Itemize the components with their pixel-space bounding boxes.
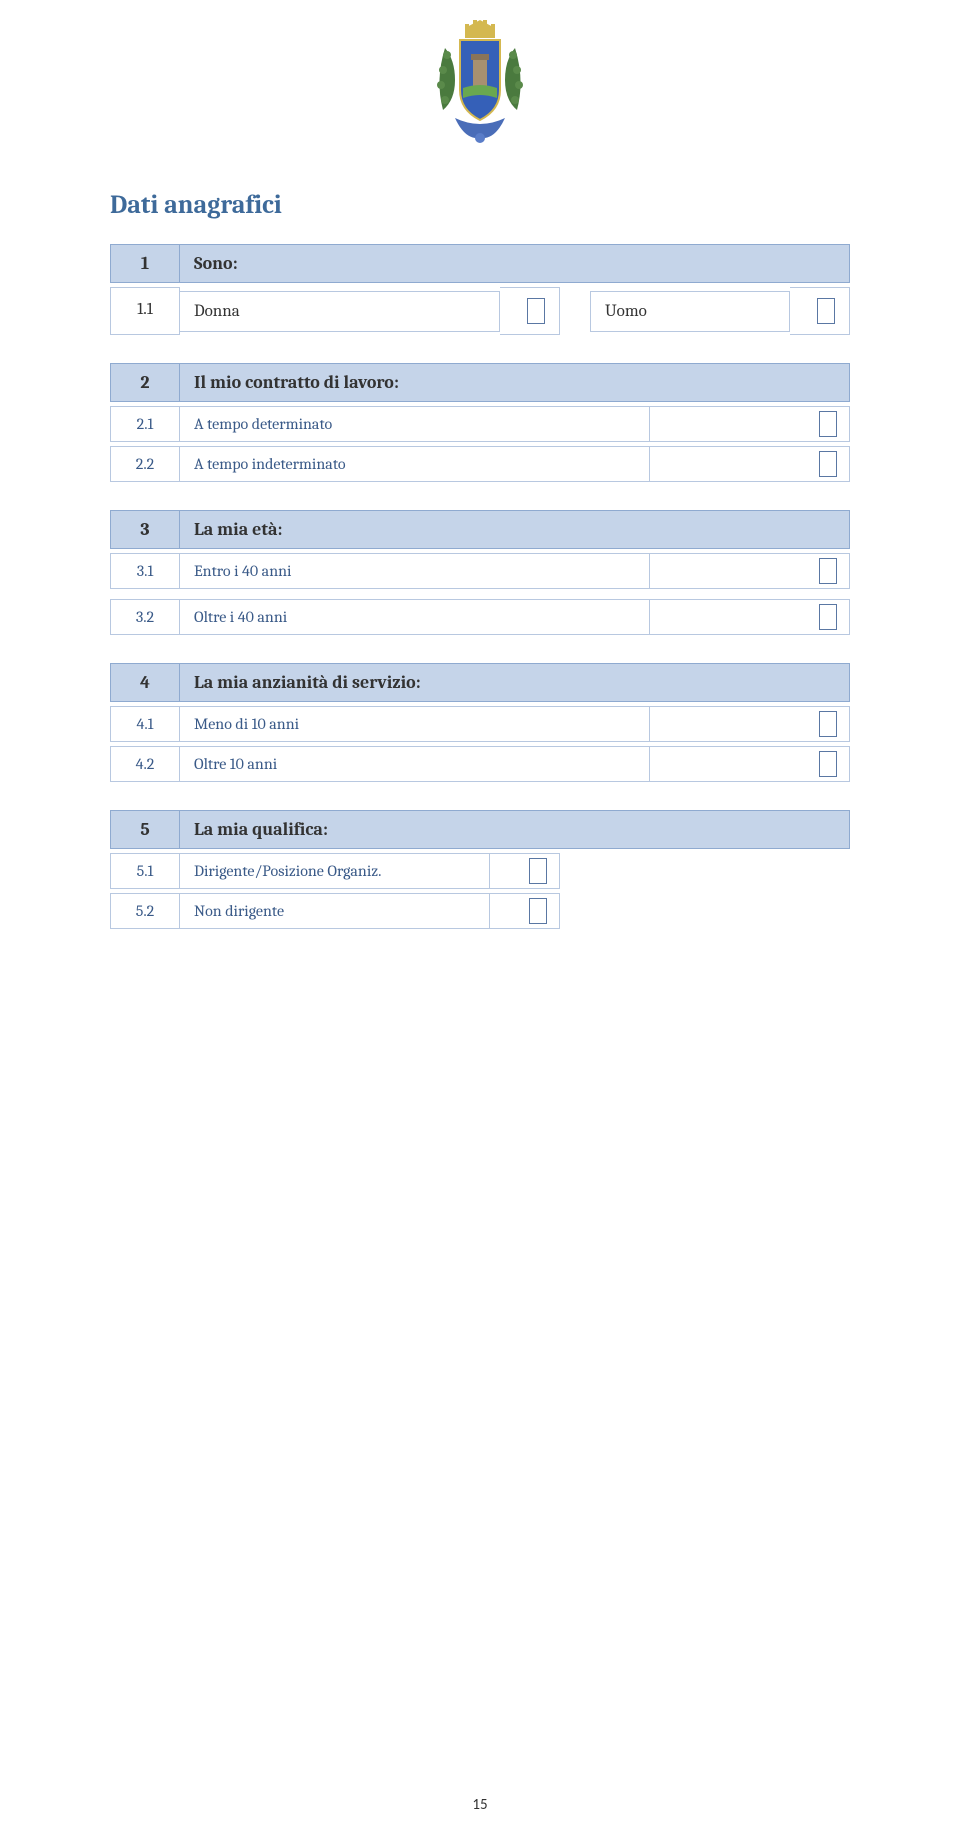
q4-label: La mia anzianità di servizio: — [180, 663, 850, 702]
q2-row2-label: A tempo indeterminato — [180, 446, 650, 482]
q2-label: Il mio contratto di lavoro: — [180, 363, 850, 402]
q5-row1-label: Dirigente/Posizione Organiz. — [180, 853, 490, 889]
q4-row2-check-cell — [650, 746, 850, 782]
q1-label: Sono: — [180, 244, 850, 283]
q5-row2-num: 5.2 — [110, 893, 180, 929]
checkbox-q2-1[interactable] — [819, 411, 837, 437]
q5-label: La mia qualifica: — [180, 810, 850, 849]
q3-row2-label: Oltre i 40 anni — [180, 599, 650, 635]
q3-row2-check-cell — [650, 599, 850, 635]
checkbox-q4-1[interactable] — [819, 711, 837, 737]
question-4: 4 La mia anzianità di servizio: 4.1 Meno… — [110, 663, 850, 782]
q4-num: 4 — [110, 663, 180, 702]
q1-opt2-check-cell — [790, 287, 850, 335]
crest-logo — [425, 10, 535, 154]
question-1: 1 Sono: 1.1 Donna Uomo — [110, 244, 850, 335]
q4-row1-check-cell — [650, 706, 850, 742]
q1-num: 1 — [110, 244, 180, 283]
q4-row-1: 4.1 Meno di 10 anni — [110, 706, 850, 742]
q3-row1-num: 3.1 — [110, 553, 180, 589]
question-5: 5 La mia qualifica: 5.1 Dirigente/Posizi… — [110, 810, 850, 929]
q2-row1-check-cell — [650, 406, 850, 442]
q2-row1-label: A tempo determinato — [180, 406, 650, 442]
checkbox-q3-2[interactable] — [819, 604, 837, 630]
checkbox-q3-1[interactable] — [819, 558, 837, 584]
q1-opt2-label: Uomo — [590, 291, 790, 332]
page-title: Dati anagrafici — [110, 190, 850, 220]
q5-row2-label: Non dirigente — [180, 893, 490, 929]
q2-row-1: 2.1 A tempo determinato — [110, 406, 850, 442]
q3-num: 3 — [110, 510, 180, 549]
q2-row2-check-cell — [650, 446, 850, 482]
q3-row2-num: 3.2 — [110, 599, 180, 635]
checkbox-q5-2[interactable] — [529, 898, 547, 924]
q5-header: 5 La mia qualifica: — [110, 810, 850, 849]
q5-row1-check-cell — [490, 853, 560, 889]
q4-row1-num: 4.1 — [110, 706, 180, 742]
q1-header: 1 Sono: — [110, 244, 850, 283]
q4-row2-num: 4.2 — [110, 746, 180, 782]
q5-num: 5 — [110, 810, 180, 849]
question-3: 3 La mia età: 3.1 Entro i 40 anni 3.2 Ol… — [110, 510, 850, 635]
checkbox-q2-2[interactable] — [819, 451, 837, 477]
q2-num: 2 — [110, 363, 180, 402]
q1-opt1-label: Donna — [180, 291, 500, 332]
checkbox-q4-2[interactable] — [819, 751, 837, 777]
checkbox-uomo[interactable] — [817, 298, 835, 324]
checkbox-donna[interactable] — [527, 298, 545, 324]
q3-row1-check-cell — [650, 553, 850, 589]
q5-row2-check-cell — [490, 893, 560, 929]
q5-row-2: 5.2 Non dirigente — [110, 893, 850, 929]
q4-row2-label: Oltre 10 anni — [180, 746, 650, 782]
q3-row-2: 3.2 Oltre i 40 anni — [110, 599, 850, 635]
q1-opt1-check-cell — [500, 287, 560, 335]
page: Dati anagrafici 1 Sono: 1.1 Donna Uomo — [0, 0, 960, 1844]
checkbox-q5-1[interactable] — [529, 858, 547, 884]
q4-row1-label: Meno di 10 anni — [180, 706, 650, 742]
page-number: 15 — [0, 1796, 960, 1814]
q5-row1-num: 5.1 — [110, 853, 180, 889]
q1-option-row: 1.1 Donna Uomo — [110, 287, 850, 335]
q4-header: 4 La mia anzianità di servizio: — [110, 663, 850, 702]
q1-row-num: 1.1 — [110, 287, 180, 335]
q2-row2-num: 2.2 — [110, 446, 180, 482]
q4-row-2: 4.2 Oltre 10 anni — [110, 746, 850, 782]
q2-header: 2 Il mio contratto di lavoro: — [110, 363, 850, 402]
question-2: 2 Il mio contratto di lavoro: 2.1 A temp… — [110, 363, 850, 482]
q3-row-1: 3.1 Entro i 40 anni — [110, 553, 850, 589]
q3-row1-label: Entro i 40 anni — [180, 553, 650, 589]
q5-row-1: 5.1 Dirigente/Posizione Organiz. — [110, 853, 850, 889]
q3-label: La mia età: — [180, 510, 850, 549]
q2-row-2: 2.2 A tempo indeterminato — [110, 446, 850, 482]
q2-row1-num: 2.1 — [110, 406, 180, 442]
q3-header: 3 La mia età: — [110, 510, 850, 549]
